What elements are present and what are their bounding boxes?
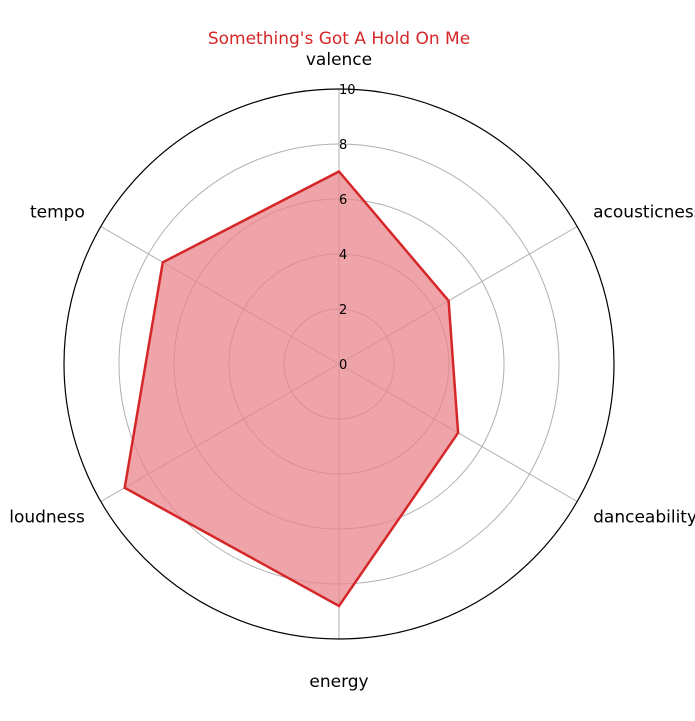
r-tick-label: 6 xyxy=(339,193,347,208)
series-area xyxy=(124,171,459,606)
axis-label-acousticness: acousticness xyxy=(593,203,695,223)
axis-label-energy: energy xyxy=(309,672,368,692)
axis-label-loudness: loudness xyxy=(9,508,85,528)
r-tick-label: 0 xyxy=(339,358,347,373)
axis-label-valence: valence xyxy=(306,50,372,70)
r-tick-label: 2 xyxy=(339,303,347,318)
r-tick-label: 8 xyxy=(339,138,347,153)
radar-frame xyxy=(63,88,615,640)
chart-title: Something's Got A Hold On Me xyxy=(208,29,470,49)
axis-label-tempo: tempo xyxy=(30,203,85,223)
r-tick-label: 4 xyxy=(339,248,347,263)
r-tick-label: 10 xyxy=(339,83,356,98)
radar-series xyxy=(123,169,460,608)
axis-labels: 0 2 4 6 8 10 valence acousticness danceability en… xyxy=(9,50,695,692)
axis-label-danceability: danceability xyxy=(593,508,695,528)
